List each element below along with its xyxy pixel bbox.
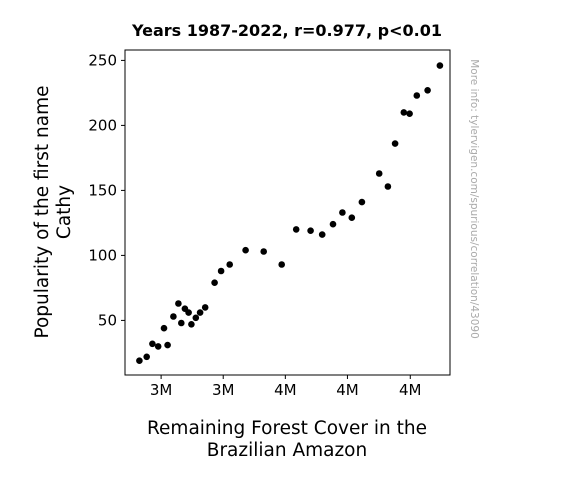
data-point: [196, 309, 204, 316]
y-tick-label: 200: [88, 116, 117, 134]
data-point: [375, 170, 383, 177]
data-point: [192, 314, 200, 322]
data-point: [143, 353, 150, 361]
x-axis-title-line-2: Brazilian Amazon: [207, 440, 367, 461]
data-point: [217, 267, 225, 275]
data-point: [358, 198, 366, 206]
data-point: [242, 246, 249, 254]
data-point: [307, 227, 314, 234]
data-point: [278, 261, 286, 268]
data-point: [391, 140, 399, 147]
data-point: [160, 324, 168, 332]
data-point: [175, 300, 182, 307]
data-point: [318, 231, 326, 238]
y-axis-title-line-1: Popularity of the first name: [32, 85, 53, 338]
data-point: [400, 109, 408, 116]
data-point: [348, 214, 356, 221]
source-note: More info: tylervigen.com/spurious/corre…: [468, 59, 480, 339]
data-point: [436, 62, 444, 69]
data-point: [136, 357, 143, 365]
x-tick-label: 3M: [212, 381, 235, 399]
data-point: [384, 183, 392, 190]
data-point: [149, 340, 156, 348]
data-point: [339, 209, 346, 216]
data-point: [185, 309, 192, 316]
data-point: [211, 279, 218, 287]
y-axis-ticks: 50 100 150 200 250: [88, 51, 125, 329]
x-tick-label: 4M: [336, 381, 359, 399]
data-point: [226, 261, 233, 268]
data-point: [170, 313, 177, 320]
data-point: [260, 248, 268, 255]
x-axis-ticks: 3M 3M 4M 4M 4M: [150, 375, 422, 399]
data-point: [329, 220, 337, 228]
chart-title: Years 1987-2022, r=0.977, p<0.01: [131, 21, 442, 40]
x-tick-label: 4M: [274, 381, 297, 399]
y-tick-label: 150: [88, 181, 117, 199]
data-point: [201, 304, 209, 311]
y-tick-label: 50: [98, 311, 117, 329]
y-tick-label: 250: [88, 51, 117, 69]
data-point: [406, 110, 413, 117]
y-axis-title-line-2: Cathy: [54, 185, 75, 239]
x-tick-label: 3M: [150, 381, 173, 399]
y-tick-label: 100: [88, 246, 117, 264]
data-point: [188, 321, 195, 328]
data-point: [292, 226, 300, 233]
plot-frame: [124, 49, 451, 376]
data-point: [154, 343, 162, 350]
x-tick-label: 4M: [399, 381, 422, 399]
data-point: [424, 87, 431, 94]
x-axis-title-line-1: Remaining Forest Cover in the: [147, 418, 427, 439]
data-point: [413, 92, 421, 99]
data-points: [136, 62, 444, 365]
source-note-group: More info: tylervigen.com/spurious/corre…: [468, 59, 480, 339]
y-axis-title-group: Popularity of the first name Cathy: [32, 85, 75, 338]
data-point: [178, 319, 185, 327]
data-point: [164, 341, 171, 349]
